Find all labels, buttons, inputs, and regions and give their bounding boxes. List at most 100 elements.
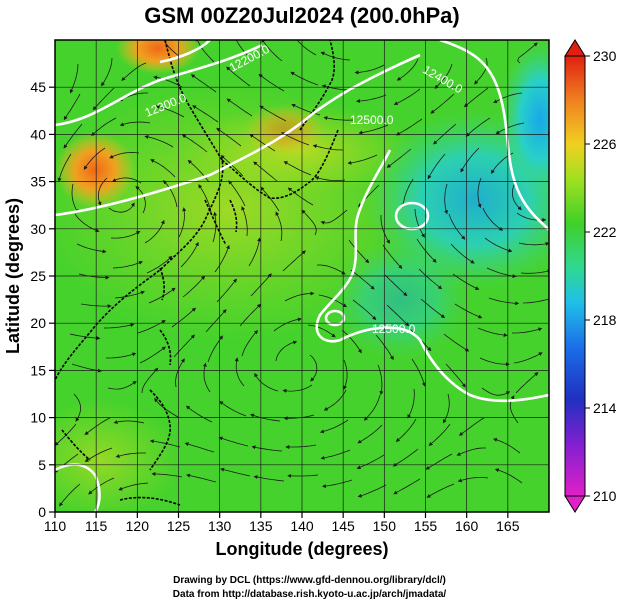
streamline [356, 454, 385, 470]
streamline [382, 244, 403, 269]
streamline [518, 241, 549, 246]
streamline [319, 419, 349, 434]
streamline [350, 269, 375, 290]
streamline [185, 405, 213, 423]
streamline [445, 363, 466, 388]
x-tick-label: 110 [44, 518, 67, 534]
streamline [426, 483, 455, 498]
x-tick-label: 155 [414, 518, 438, 534]
streamline [218, 436, 249, 447]
streamline [418, 268, 443, 290]
streamline [175, 358, 185, 388]
streamline [392, 448, 419, 467]
streamline [192, 105, 219, 123]
streamline [261, 40, 283, 62]
streamline [83, 147, 106, 170]
streamline [119, 121, 151, 127]
streamline [463, 87, 489, 108]
streamline [428, 423, 451, 447]
streamline [195, 40, 215, 63]
streamline [63, 123, 83, 149]
streamline [241, 206, 248, 237]
streamline [228, 180, 246, 207]
streamline [190, 74, 217, 93]
streamline [155, 104, 185, 118]
streamline [454, 303, 483, 319]
streamline [112, 260, 143, 269]
colorbar-bottom-arrow [564, 495, 586, 513]
streamline [284, 291, 315, 302]
streamline [198, 184, 212, 213]
streamline [178, 207, 187, 238]
streamline [205, 309, 227, 333]
streamline [57, 153, 72, 183]
x-axis: 110 115 120 125 130 135 140 145 150 155 160 165 [44, 512, 520, 534]
streamline [465, 117, 491, 137]
streamline [275, 340, 298, 362]
streamline [216, 127, 242, 147]
streamline [357, 424, 383, 444]
y-tick-label: 30 [30, 221, 46, 237]
streamline [354, 64, 385, 75]
streamline [113, 420, 145, 424]
colorbar-tick-label: 214 [593, 400, 617, 416]
streamline [112, 177, 142, 184]
streamline [458, 417, 485, 436]
streamline [411, 358, 426, 387]
streamline [307, 324, 336, 338]
streamline [249, 413, 281, 422]
streamline [226, 66, 251, 87]
streamline [151, 471, 183, 478]
streamline [384, 274, 408, 297]
y-tick-label: 25 [30, 268, 46, 284]
streamline [164, 40, 181, 58]
streamline [202, 362, 211, 393]
colorbar: 210 214 218 222 226 230 [564, 39, 617, 513]
streamline [517, 42, 538, 64]
streamline [259, 105, 287, 122]
streamline [314, 176, 346, 181]
streamline [214, 244, 230, 273]
y-tick-label: 35 [30, 174, 46, 190]
streamline [291, 103, 321, 116]
streamline [323, 116, 355, 121]
streamline [444, 183, 449, 215]
streamline [248, 237, 262, 267]
streamline [515, 371, 539, 394]
streamline [219, 401, 247, 417]
x-tick-label: 150 [373, 518, 397, 534]
streamline [88, 477, 115, 495]
streamline [287, 187, 314, 206]
streamline [380, 215, 390, 244]
streamline [484, 237, 513, 253]
streamline [141, 367, 159, 394]
streamline [139, 346, 167, 364]
streamline [363, 394, 381, 421]
streamline [321, 479, 353, 489]
streamline [341, 329, 362, 354]
streamline [114, 290, 145, 299]
x-tick-label: 160 [455, 518, 479, 534]
streamline [282, 250, 306, 272]
x-tick-label: 140 [290, 518, 314, 534]
x-tick-label: 125 [167, 518, 191, 534]
streamline [220, 155, 244, 177]
streamline [173, 334, 195, 358]
streamline [146, 255, 173, 274]
credit-data-source: Data from http://database.rish.kyoto-u.a… [172, 589, 447, 600]
colorbar-tick-label: 210 [593, 488, 617, 504]
streamline [290, 71, 319, 86]
streamline [216, 278, 237, 303]
streamline [59, 483, 81, 507]
streamline [401, 178, 414, 208]
streamline [275, 211, 283, 242]
streamline [488, 297, 520, 306]
y-tick-label: 20 [30, 315, 46, 331]
colorbar-top-arrow [564, 39, 586, 57]
streamline [110, 231, 141, 239]
grid-lines [55, 40, 549, 512]
streamline [323, 389, 347, 411]
streamline [234, 357, 245, 387]
streamline [393, 88, 421, 105]
streamline [107, 380, 137, 390]
